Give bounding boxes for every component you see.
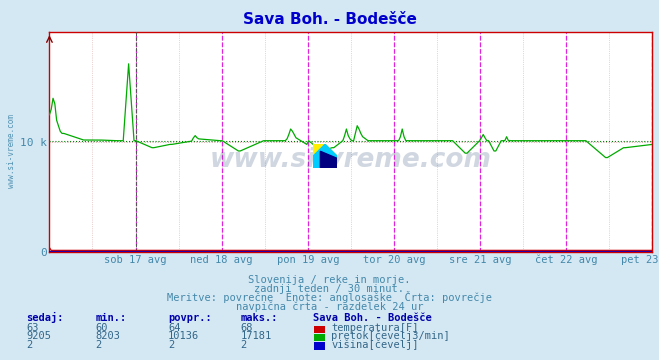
Text: 2: 2: [168, 340, 174, 350]
Text: Meritve: povrečne  Enote: anglosaške  Črta: povrečje: Meritve: povrečne Enote: anglosaške Črta…: [167, 291, 492, 303]
Text: 8203: 8203: [96, 332, 121, 342]
Text: navpična črta - razdelek 24 ur: navpična črta - razdelek 24 ur: [236, 301, 423, 312]
Text: 68: 68: [241, 323, 253, 333]
Text: min.:: min.:: [96, 314, 127, 324]
Polygon shape: [313, 144, 337, 168]
Polygon shape: [320, 151, 337, 168]
Text: 60: 60: [96, 323, 108, 333]
Text: 9205: 9205: [26, 332, 51, 342]
Text: pretok[čevelj3/min]: pretok[čevelj3/min]: [331, 331, 450, 342]
Text: višina[čevelj]: višina[čevelj]: [331, 339, 419, 350]
Text: 10136: 10136: [168, 332, 199, 342]
Text: 63: 63: [26, 323, 39, 333]
Text: www.si-vreme.com: www.si-vreme.com: [210, 147, 492, 173]
Text: zadnji teden / 30 minut.: zadnji teden / 30 minut.: [254, 284, 405, 294]
Text: Sava Boh. - Bodešče: Sava Boh. - Bodešče: [243, 12, 416, 27]
Text: 17181: 17181: [241, 332, 272, 342]
Text: temperatura[F]: temperatura[F]: [331, 323, 419, 333]
Text: Sava Boh. - Bodešče: Sava Boh. - Bodešče: [313, 314, 432, 324]
Text: povpr.:: povpr.:: [168, 314, 212, 324]
Text: sedaj:: sedaj:: [26, 312, 64, 324]
Text: www.si-vreme.com: www.si-vreme.com: [7, 114, 16, 188]
Text: 64: 64: [168, 323, 181, 333]
Text: maks.:: maks.:: [241, 314, 278, 324]
Text: 2: 2: [241, 340, 246, 350]
Text: Slovenija / reke in morje.: Slovenija / reke in morje.: [248, 275, 411, 285]
Polygon shape: [313, 144, 337, 168]
Text: 2: 2: [96, 340, 101, 350]
Text: 2: 2: [26, 340, 32, 350]
